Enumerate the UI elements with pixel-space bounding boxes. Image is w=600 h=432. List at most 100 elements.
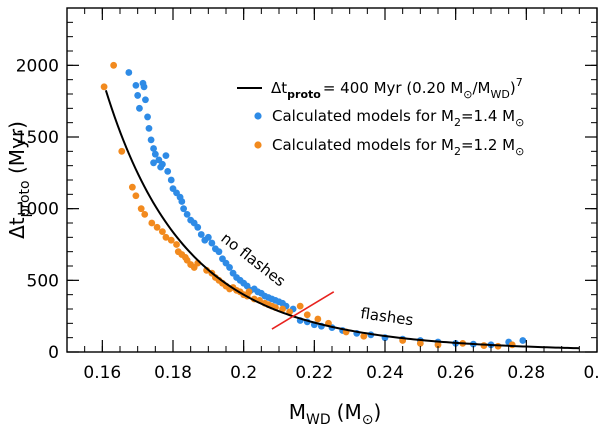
series2-point [162, 233, 170, 241]
x-axis-title-main: M [289, 400, 306, 424]
series2-point [132, 192, 140, 200]
series2-point [508, 341, 516, 349]
legend-curve-label: Δtproto = 400 Myr (0.20 M⊙/MWD)7 [271, 76, 523, 101]
series1-point [159, 160, 166, 168]
y-tick-label: 1000 [16, 200, 59, 220]
series2-point [137, 205, 145, 213]
x-axis-title: MWD (M⊙) [289, 400, 382, 428]
annotation-flashes: flashes [359, 304, 414, 329]
series2-point [314, 315, 322, 323]
legend-s2-a-sub: 2 [454, 145, 461, 158]
axis-ticks: 0.16 0.18 0.2 0.22 0.24 0.26 0.28 0.3 0 500 1000 15… [16, 7, 600, 383]
legend-series1-label: Calculated models for M2=1.4 M⊙ [272, 107, 524, 129]
series1-point [125, 69, 133, 76]
series1-point [167, 176, 175, 184]
legend-curve-b: = 400 Myr (0.20 M [323, 79, 463, 97]
x-tick-label: 0.18 [154, 363, 192, 383]
series2-point [173, 241, 180, 248]
legend-series2-label: Calculated models for M2=1.2 M⊙ [272, 136, 524, 158]
series2-point [167, 236, 175, 244]
series2-point [416, 340, 424, 347]
series2-point [245, 288, 253, 296]
y-axis-title: Δtproto (Myr) [5, 121, 33, 239]
legend-s2-a: Calculated models for M [272, 136, 454, 154]
series2-point [153, 223, 161, 231]
x-axis-title-unit-sub: ⊙ [362, 412, 374, 428]
legend-curve-b-sub: ⊙ [463, 88, 472, 101]
x-axis-title-sub: WD [306, 412, 331, 428]
legend-s1-b-sub: ⊙ [515, 116, 524, 129]
y-tick-label: 1500 [16, 128, 59, 148]
series2-point [296, 302, 304, 310]
x-tick-label: 0.3 [583, 363, 600, 383]
legend-s1-a: Calculated models for M [272, 107, 454, 125]
series1-point [180, 205, 188, 213]
series1-point [162, 152, 170, 160]
legend-curve-a: Δt [271, 79, 287, 97]
series1-point [132, 82, 140, 89]
legend-s2-b-sub: ⊙ [515, 145, 524, 158]
series1-point [183, 211, 191, 218]
legend-s1-b: =1.4 M [461, 107, 515, 125]
y-tick-label: 2000 [16, 56, 59, 76]
x-tick-label: 0.24 [366, 363, 404, 383]
series2-point [279, 305, 286, 313]
y-axis-title-main: Δt [5, 217, 29, 239]
legend-curve-c-sub: WD [491, 88, 510, 101]
series1-point [142, 96, 149, 104]
series1-point [140, 83, 148, 91]
series2-point [434, 341, 442, 349]
legend: Δtproto = 400 Myr (0.20 M⊙/MWD)7 Calculat… [237, 76, 524, 158]
series1-point [519, 337, 527, 344]
series2-point [141, 211, 149, 218]
series2-point [159, 228, 166, 236]
series1-point [150, 145, 157, 152]
annotation-no-flashes: no flashes [218, 229, 289, 290]
fit-curve [104, 89, 580, 350]
series1-point [197, 231, 205, 238]
y-tick-label: 0 [48, 343, 59, 363]
legend-curve-c: /M [473, 79, 491, 97]
x-tick-label: 0.26 [437, 363, 475, 383]
legend-series2-marker [254, 141, 262, 149]
series1-point [134, 92, 142, 99]
plot-frame [66, 7, 598, 353]
y-tick-label: 500 [27, 271, 59, 291]
series1-point [226, 264, 233, 271]
x-tick-label: 0.2 [230, 363, 257, 383]
series2-point [148, 219, 156, 227]
x-tick-label: 0.16 [83, 363, 121, 383]
x-axis-title-unit-close: ) [373, 400, 381, 424]
series1-point [136, 104, 143, 112]
series-layer [100, 61, 527, 350]
legend-s1-a-sub: 2 [454, 116, 461, 129]
series1-point [145, 124, 153, 132]
y-axis-title-unit: (Myr) [5, 121, 29, 180]
series2-point [303, 311, 311, 319]
legend-s2-b: =1.2 M [461, 136, 515, 154]
series1-point [178, 198, 186, 205]
legend-curve-a-sub: proto [287, 88, 321, 101]
legend-curve-d: ) [510, 79, 516, 97]
flash-divider-line [271, 291, 335, 330]
series2-point [128, 183, 136, 191]
series2-point [118, 147, 126, 155]
series1-point [144, 113, 151, 121]
series1-point [147, 136, 155, 144]
legend-curve-d-sup: 7 [516, 76, 523, 89]
x-axis-title-unit: (M [337, 400, 362, 424]
series1-point [204, 233, 212, 241]
series1-point [150, 159, 157, 167]
series1-point [215, 248, 223, 256]
series2-point [360, 332, 368, 340]
series1-point [151, 150, 159, 158]
series2-point [100, 83, 108, 91]
series1-point [208, 239, 216, 247]
legend-series1-marker [254, 112, 262, 120]
x-tick-label: 0.28 [507, 363, 545, 383]
y-axis-title-sub: proto [17, 180, 33, 217]
series2-point [110, 61, 118, 69]
x-tick-label: 0.22 [295, 363, 333, 383]
series1-point [194, 223, 202, 231]
